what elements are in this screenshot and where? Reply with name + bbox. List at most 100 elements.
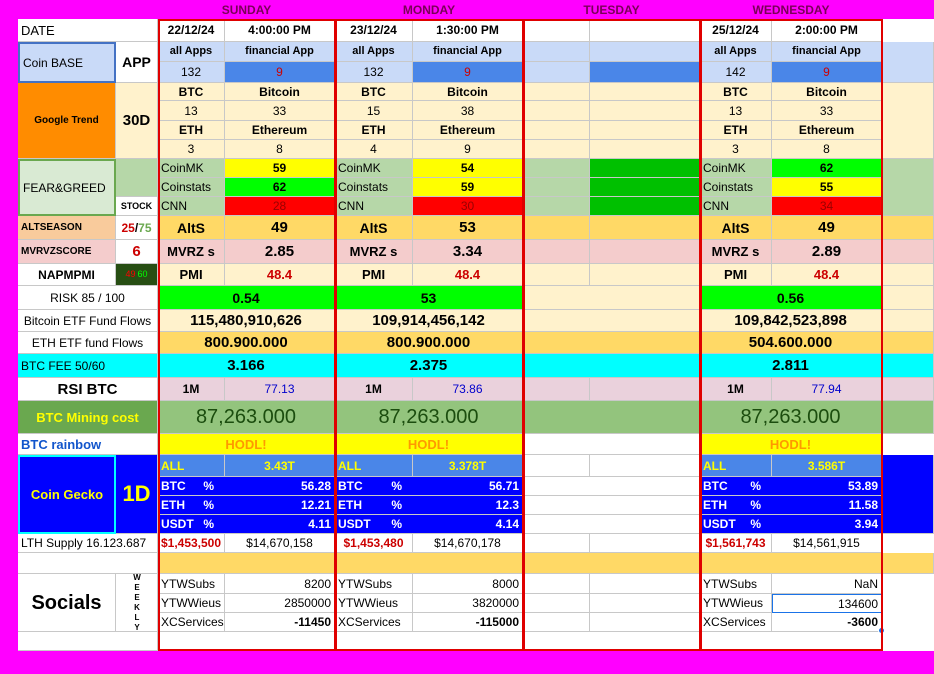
right-col-fill-12[interactable] xyxy=(882,42,934,83)
day-sun-pmi[interactable]: PMI xyxy=(158,264,225,286)
day-sun-ethereum-value[interactable]: 8 xyxy=(225,140,335,159)
day-header-sun[interactable]: SUNDAY xyxy=(221,2,272,17)
day-tue-all-apps-value[interactable] xyxy=(523,62,590,83)
day-sun-all-apps[interactable]: all Apps xyxy=(158,42,225,62)
day-sun-ytwsubs-value[interactable]: 8200 xyxy=(225,574,335,594)
day-wed-pmi[interactable]: PMI xyxy=(700,264,772,286)
lth-spacer[interactable] xyxy=(18,553,158,574)
day-tue-cg-eth[interactable] xyxy=(523,496,590,515)
day-sun-rsi-1m[interactable]: 1M xyxy=(158,378,225,401)
day-wed-all-apps-value[interactable]: 142 xyxy=(700,62,772,83)
day-header-wed[interactable]: WEDNESDAY xyxy=(752,2,830,17)
day-tue-ytwwieus-value[interactable] xyxy=(590,594,700,613)
btc-fee-label[interactable]: BTC FEE 50/60 xyxy=(18,354,158,378)
day-sun-alts[interactable]: AltS xyxy=(158,216,225,240)
day-mon-mvrz-value[interactable]: 3.34 xyxy=(413,240,523,264)
day-mon-fee-value[interactable]: 2.375 xyxy=(335,354,523,378)
day-mon-risk-value[interactable]: 53 xyxy=(335,286,523,310)
day-mon-lth-spacer[interactable] xyxy=(335,553,523,574)
day-wed-cg-usdt-value[interactable]: 3.94 xyxy=(772,515,882,534)
day-sun-mining-value[interactable]: 87,263.000 xyxy=(158,401,335,434)
day-sun-mvrz[interactable]: MVRZ s xyxy=(158,240,225,264)
day-sun-eth-etf-value[interactable]: 800.900.000 xyxy=(158,332,335,354)
day-sun-ytwwieus[interactable]: YTWWieus xyxy=(158,594,225,613)
day-wed-mining-value[interactable]: 87,263.000 xyxy=(700,401,882,434)
day-wed-eth[interactable]: ETH xyxy=(700,121,772,140)
day-wed-coinmk-value[interactable]: 62 xyxy=(772,159,882,178)
day-tue-mvrz-value[interactable] xyxy=(590,240,700,264)
day-mon-lth-a[interactable]: $1,453,480 xyxy=(335,534,413,553)
1d-label[interactable]: 1D xyxy=(116,455,158,534)
day-mon-xcs-value[interactable]: -115000 xyxy=(413,613,523,632)
day-mon-bottom-blank[interactable] xyxy=(335,632,523,651)
day-tue-all-apps[interactable] xyxy=(523,42,590,62)
day-mon-hodl[interactable]: HODL! xyxy=(335,434,523,455)
day-sun-cnn-value[interactable]: 28 xyxy=(225,197,335,216)
day-sun-bottom-blank[interactable] xyxy=(158,632,335,651)
day-wed-rsi-1m[interactable]: 1M xyxy=(700,378,772,401)
day-wed-cg-eth-value[interactable]: 11.58 xyxy=(772,496,882,515)
day-mon-all-apps-value[interactable]: 132 xyxy=(335,62,413,83)
day-wed-eth-value[interactable]: 3 xyxy=(700,140,772,159)
day-tue-btc-value[interactable] xyxy=(523,101,590,121)
weekly-label[interactable]: WEEKLY xyxy=(116,574,158,632)
day-tue-btc-etf-value[interactable] xyxy=(523,310,700,332)
day-sun-cnn[interactable]: CNN xyxy=(158,197,225,216)
day-tue-cg-btc[interactable] xyxy=(523,477,590,496)
day-tue-coinmk-value[interactable] xyxy=(590,159,700,178)
day-wed-cnn-value[interactable]: 34 xyxy=(772,197,882,216)
day-sun-cg-all-value[interactable]: 3.43T xyxy=(225,455,335,477)
day-sun-cg-all[interactable]: ALL xyxy=(158,455,225,477)
day-mon-coinmk-value[interactable]: 54 xyxy=(413,159,523,178)
right-col-fill-5[interactable] xyxy=(882,401,934,434)
eth-etf-label[interactable]: ETH ETF fund Flows xyxy=(18,332,158,354)
day-tue-cg-all-value[interactable] xyxy=(590,455,700,477)
day-wed-lth-a[interactable]: $1,561,743 xyxy=(700,534,772,553)
day-wed-all-apps[interactable]: all Apps xyxy=(700,42,772,62)
day-wed-ytwwieus-value[interactable]: 134600 xyxy=(772,594,882,613)
day-sun-time[interactable]: 4:00:00 PM xyxy=(225,19,335,42)
day-mon-cg-btc[interactable]: BTC% xyxy=(335,477,413,496)
day-tue-mvrz[interactable] xyxy=(523,240,590,264)
day-mon-coinstats-value[interactable]: 59 xyxy=(413,178,523,197)
day-mon-pmi-value[interactable]: 48.4 xyxy=(413,264,523,286)
day-wed-btc-etf-value[interactable]: 109,842,523,898 xyxy=(700,310,882,332)
day-tue-cg-usdt-value[interactable] xyxy=(590,515,700,534)
day-sun-lth-spacer[interactable] xyxy=(158,553,335,574)
day-sun-coinstats-value[interactable]: 62 xyxy=(225,178,335,197)
risk-label[interactable]: RISK 85 / 100 xyxy=(18,286,158,310)
day-wed-date[interactable]: 25/12/24 xyxy=(700,19,772,42)
day-mon-alts[interactable]: AltS xyxy=(335,216,413,240)
right-col-fill-0[interactable] xyxy=(882,286,934,310)
day-wed-bitcoin-value[interactable]: 33 xyxy=(772,101,882,121)
day-wed-lth-b[interactable]: $14,561,915 xyxy=(772,534,882,553)
day-mon-cg-eth[interactable]: ETH% xyxy=(335,496,413,515)
day-sun-cg-usdt-value[interactable]: 4.11 xyxy=(225,515,335,534)
day-wed-cg-all[interactable]: ALL xyxy=(700,455,772,477)
day-wed-risk-value[interactable]: 0.56 xyxy=(700,286,882,310)
google-trend-label[interactable]: Google Trend xyxy=(18,83,116,159)
day-wed-cg-eth[interactable]: ETH% xyxy=(700,496,772,515)
day-mon-mvrz[interactable]: MVRZ s xyxy=(335,240,413,264)
day-tue-bitcoin[interactable] xyxy=(590,83,700,101)
day-header-tue[interactable]: TUESDAY xyxy=(583,2,640,17)
day-wed-mvrz-value[interactable]: 2.89 xyxy=(772,240,882,264)
day-tue-ethereum[interactable] xyxy=(590,121,700,140)
day-tue-alts[interactable] xyxy=(523,216,590,240)
day-tue-cg-eth-value[interactable] xyxy=(590,496,700,515)
day-sun-all-apps-value[interactable]: 132 xyxy=(158,62,225,83)
day-mon-ethereum-value[interactable]: 9 xyxy=(413,140,523,159)
right-col-fill-4[interactable] xyxy=(882,378,934,401)
day-wed-btc-value[interactable]: 13 xyxy=(700,101,772,121)
day-tue-cg-all[interactable] xyxy=(523,455,590,477)
day-tue-pmi[interactable] xyxy=(523,264,590,286)
day-mon-cg-all[interactable]: ALL xyxy=(335,455,413,477)
altseason-label[interactable]: ALTSEASON xyxy=(18,216,116,240)
day-sun-coinstats[interactable]: Coinstats xyxy=(158,178,225,197)
day-wed-fee-value[interactable]: 2.811 xyxy=(700,354,882,378)
altseason-value[interactable]: 25/75 xyxy=(116,216,158,240)
day-mon-eth-value[interactable]: 4 xyxy=(335,140,413,159)
day-sun-risk-value[interactable]: 0.54 xyxy=(158,286,335,310)
30d-label[interactable]: 30D xyxy=(116,83,158,159)
day-wed-alts-value[interactable]: 49 xyxy=(772,216,882,240)
